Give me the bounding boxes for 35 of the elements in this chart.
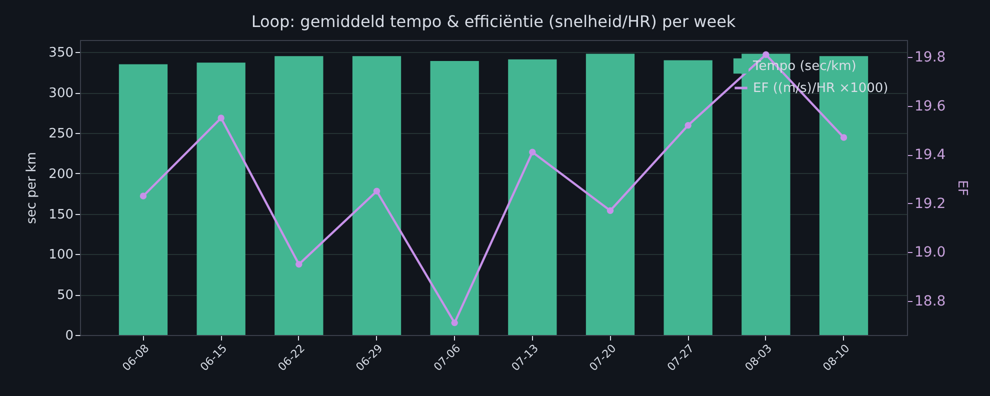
y-tick-label: 200 [48,166,74,182]
y-tick-label: 300 [48,86,74,102]
bar [508,59,557,335]
bar [196,62,246,335]
y-tick-label: 150 [48,207,74,222]
y2-tick-label: 19.0 [914,244,946,261]
point [684,122,692,129]
point [606,207,614,214]
y-tick-label: 250 [48,126,74,142]
y-axis-title: sec per km [24,152,40,224]
bar [352,56,402,335]
point [373,188,380,195]
y-tick-label: 350 [48,46,74,61]
chart-title: Loop: gemiddeld tempo & efficiëntie (snelheid/HR) per week [251,12,736,31]
bar [664,60,712,335]
point [218,114,224,122]
y-tick-label: 50 [56,288,74,304]
point [840,134,848,141]
y2-tick-label: 19.8 [914,50,946,66]
point [762,51,770,58]
point [529,148,536,156]
point [140,192,147,200]
y2-tick-label: 19.4 [914,147,946,164]
point [451,319,458,326]
y2-tick-label: 19.6 [914,98,946,114]
y2-tick-label: 19.2 [914,196,946,212]
bar [274,56,324,335]
bar [430,61,479,335]
y-tick-label: 100 [48,248,74,263]
y2-axis-title: EF [954,180,970,196]
y2-tick-label: 18.8 [914,293,946,310]
bar [118,64,168,335]
bar [586,54,635,335]
point [296,260,302,268]
y-tick-label: 0 [65,328,74,344]
